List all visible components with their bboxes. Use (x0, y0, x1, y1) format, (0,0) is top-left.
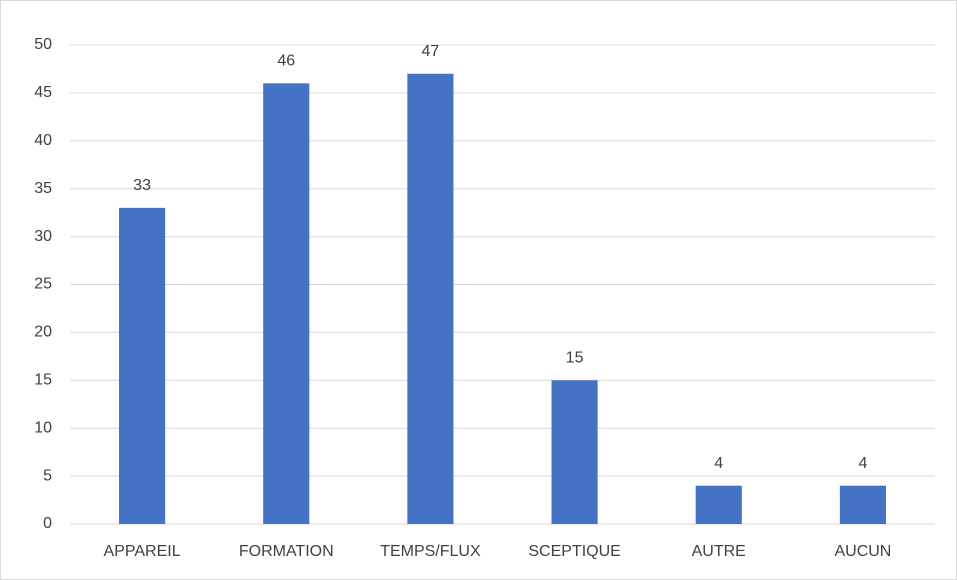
y-tick-label: 45 (34, 84, 52, 101)
data-label: 4 (714, 455, 723, 472)
y-tick-label: 10 (34, 419, 52, 436)
y-tick-label: 35 (34, 180, 52, 197)
data-label: 46 (277, 53, 295, 70)
x-tick-label: AUTRE (692, 543, 746, 560)
y-tick-label: 0 (43, 515, 52, 532)
y-tick-label: 15 (34, 372, 52, 389)
y-tick-label: 25 (34, 276, 52, 293)
y-tick-label: 5 (43, 467, 52, 484)
bar (119, 207, 166, 525)
y-tick-label: 30 (34, 228, 52, 245)
x-tick-label: AUCUN (834, 543, 891, 560)
x-tick-label: APPAREIL (104, 543, 181, 560)
bar (263, 83, 310, 524)
y-tick-label: 50 (34, 36, 52, 53)
data-label: 15 (566, 350, 584, 367)
x-tick-label: TEMPS/FLUX (380, 543, 481, 560)
data-label: 33 (133, 177, 151, 194)
x-tick-label: FORMATION (239, 543, 334, 560)
data-label: 4 (858, 455, 867, 472)
bar (407, 73, 454, 525)
y-tick-label: 40 (34, 132, 52, 149)
data-label: 47 (422, 43, 440, 60)
bar (695, 485, 742, 524)
bar (839, 485, 886, 524)
bar (551, 380, 598, 524)
x-tick-label: SCEPTIQUE (528, 543, 620, 560)
y-tick-label: 20 (34, 324, 52, 341)
